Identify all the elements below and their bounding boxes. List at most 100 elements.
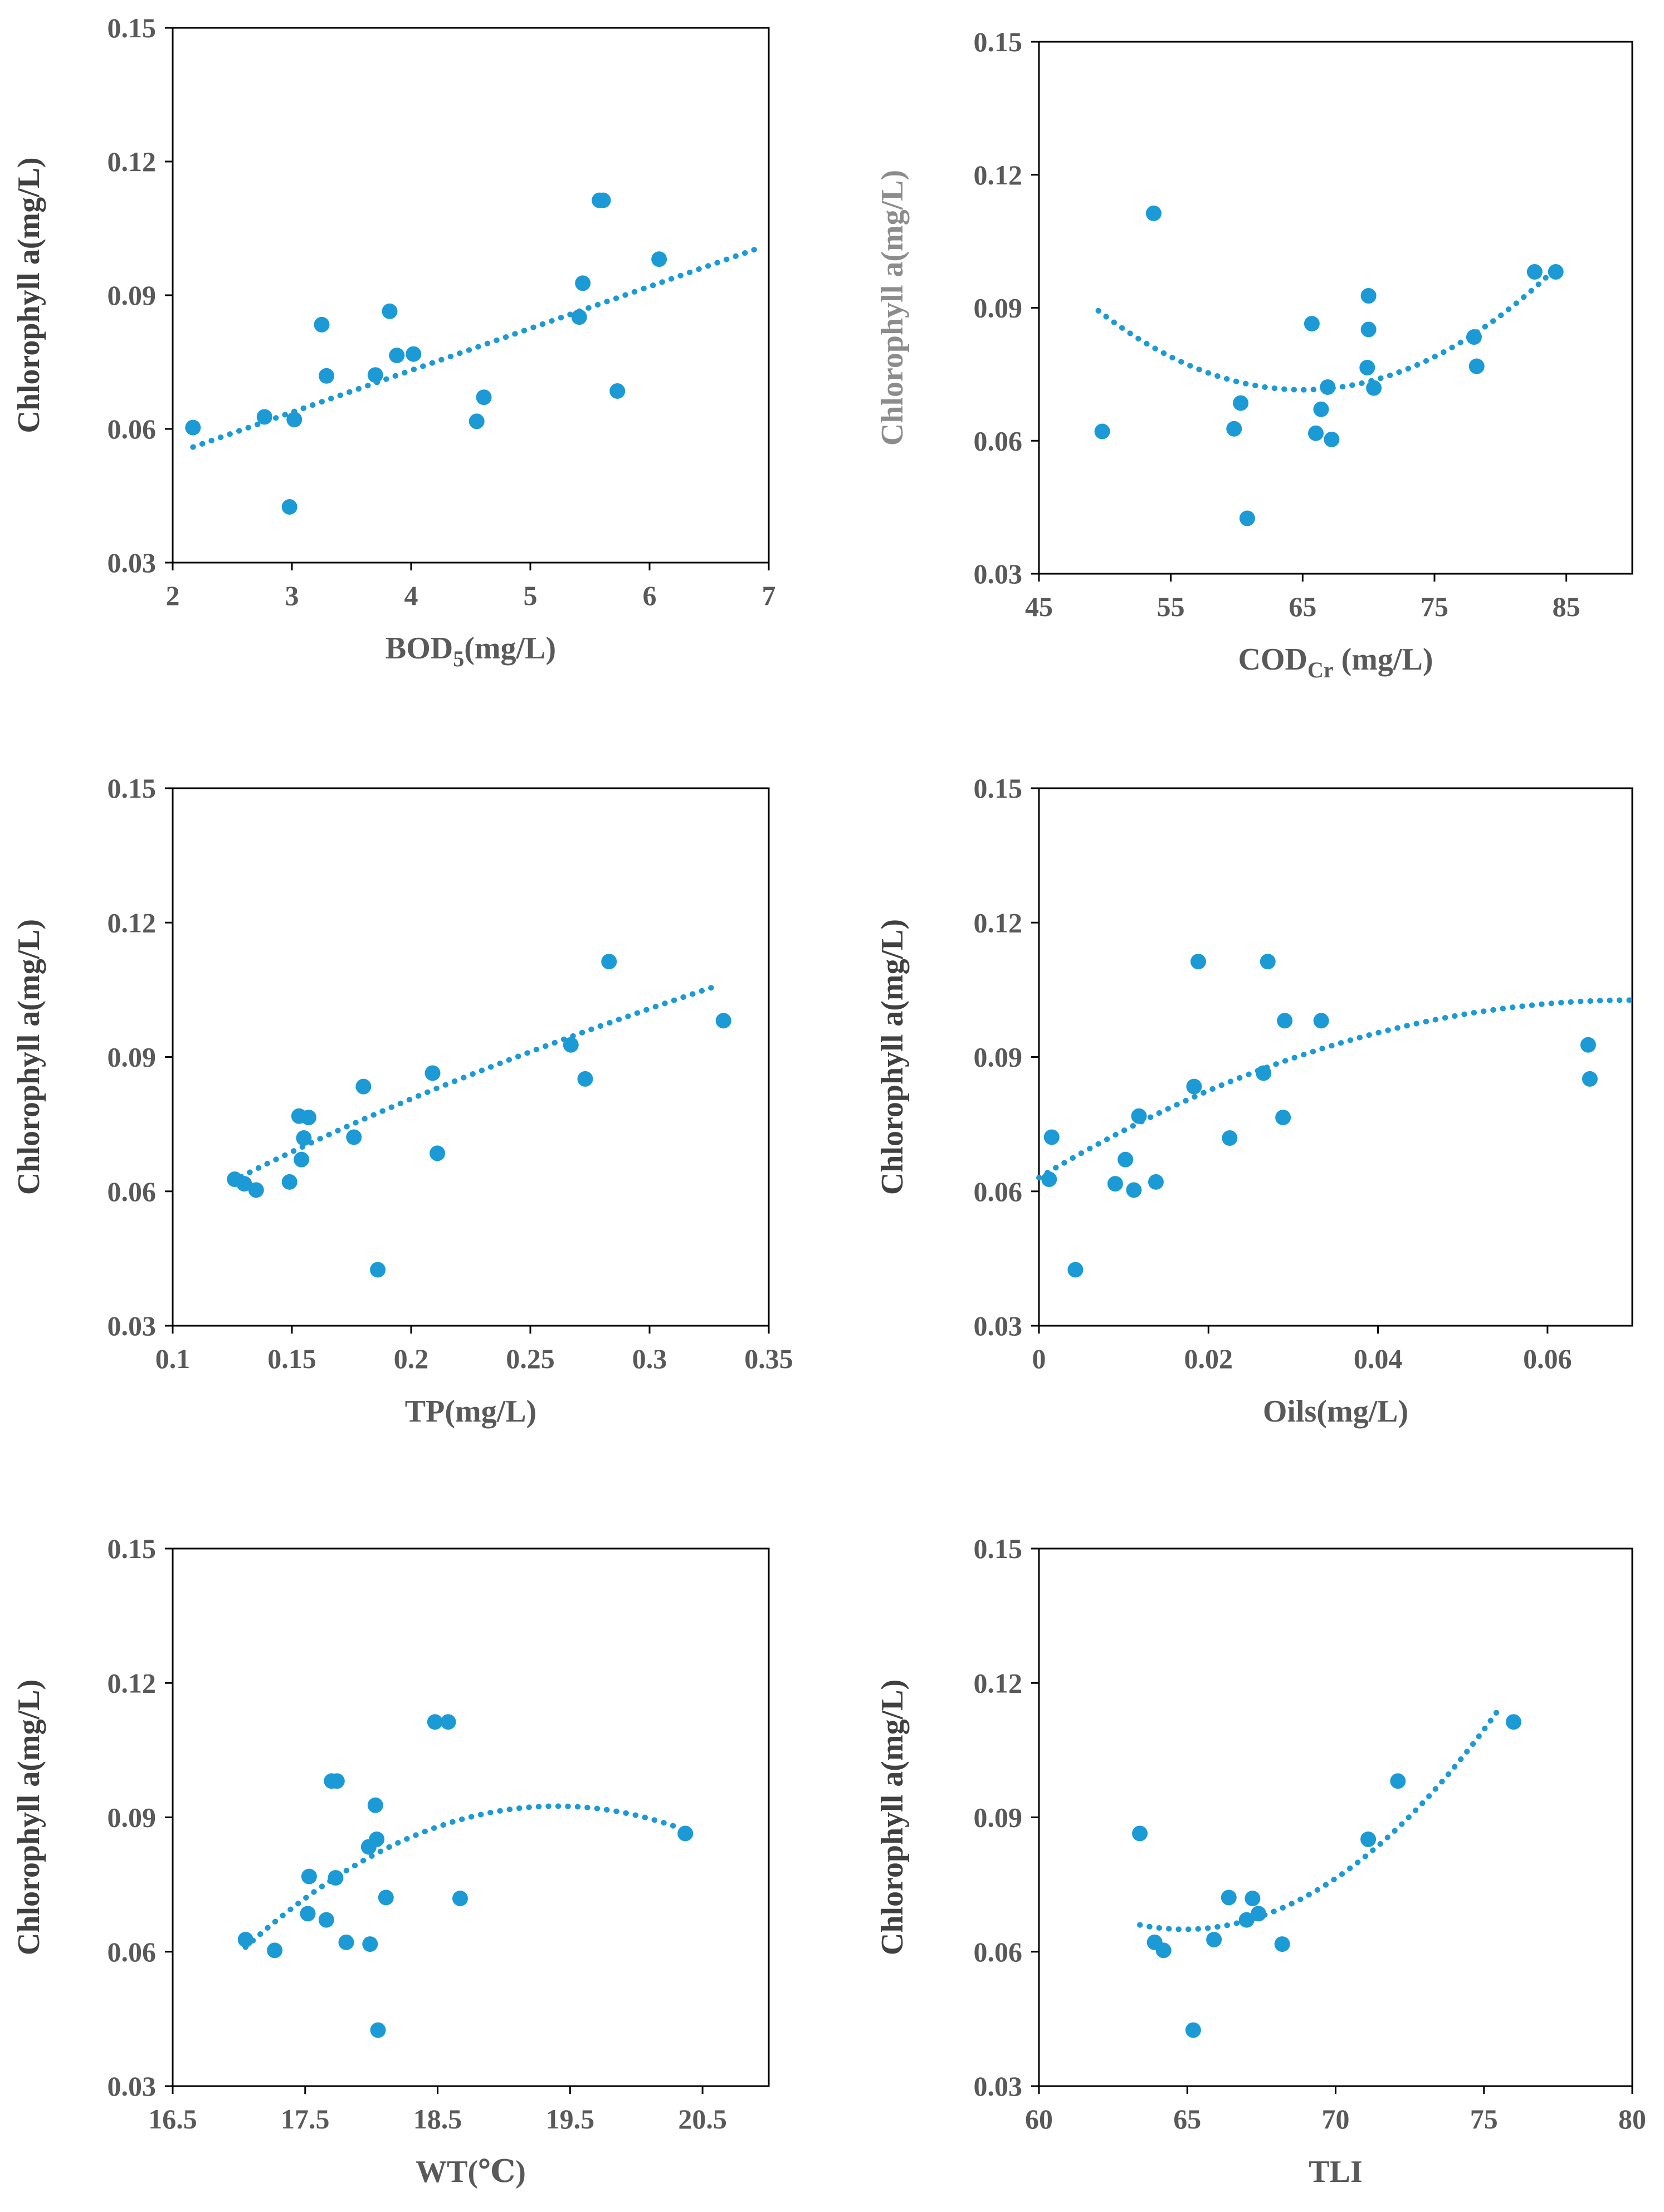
data-point (1118, 1151, 1134, 1168)
data-point (1094, 423, 1110, 440)
data-point (1155, 1942, 1172, 1959)
data-point (370, 1262, 386, 1278)
data-point (362, 1936, 378, 1952)
x-tick-label: 7 (762, 580, 776, 611)
x-tick-label: 0.15 (267, 1343, 316, 1374)
data-point (1360, 321, 1377, 338)
x-tick-label: 0.06 (1523, 1343, 1572, 1374)
data-point (1256, 1065, 1272, 1081)
y-tick-label: 0.15 (974, 773, 1023, 804)
data-point (1468, 358, 1485, 374)
plot-area-frame (1038, 787, 1633, 1327)
data-point (281, 499, 297, 515)
data-point (319, 368, 335, 384)
data-point (329, 1773, 345, 1789)
data-point (1239, 510, 1255, 526)
data-point (1043, 1129, 1060, 1145)
data-point (440, 1714, 456, 1730)
data-point (328, 1870, 344, 1886)
x-axis-title-unit: (mg/L) (464, 631, 556, 666)
x-tick-label: 17.5 (281, 2103, 330, 2135)
y-tick-label: 0.15 (108, 773, 157, 804)
data-point (1548, 264, 1564, 280)
y-tick-label: 0.09 (974, 292, 1023, 324)
data-point (469, 413, 485, 429)
data-point (1526, 264, 1543, 280)
data-point (281, 1174, 297, 1190)
data-point (314, 316, 330, 333)
x-axis-title: CODCr (mg/L) (1238, 642, 1433, 682)
data-point (346, 1129, 362, 1145)
y-tick-label: 0.09 (974, 1802, 1023, 1833)
y-tick-label: 0.06 (108, 1176, 157, 1207)
x-tick-label: 4 (404, 580, 418, 611)
x-axis-title-subscript: 5 (453, 646, 464, 671)
data-point (1366, 380, 1382, 396)
data-point (1131, 1108, 1147, 1124)
data-point (1238, 1912, 1255, 1928)
data-point (367, 1797, 383, 1813)
data-point (1260, 954, 1276, 970)
data-point (1360, 1831, 1377, 1847)
y-tick-label: 0.03 (108, 2071, 157, 2102)
data-point (369, 1831, 385, 1847)
trendline (1036, 997, 1635, 1181)
data-point (185, 419, 201, 436)
y-tick-label: 0.06 (108, 1936, 157, 1967)
x-tick-label: 0.1 (155, 1343, 191, 1374)
y-tick-label: 0.03 (974, 558, 1023, 589)
data-point (1324, 431, 1340, 447)
data-point (378, 1889, 394, 1906)
data-point (237, 1932, 253, 1948)
data-point (248, 1182, 264, 1198)
data-point (1320, 379, 1336, 395)
x-tick-label: 0.02 (1184, 1343, 1233, 1374)
data-point (1190, 954, 1207, 970)
y-tick-label: 0.12 (108, 907, 157, 938)
x-tick-label: 20.5 (678, 2103, 727, 2135)
data-point (1186, 1078, 1202, 1095)
data-point (286, 412, 302, 428)
data-point (1466, 329, 1482, 345)
data-point (601, 954, 617, 970)
data-point (1506, 1714, 1521, 1730)
x-tick-label: 65 (1289, 591, 1316, 622)
x-tick-label: 70 (1322, 2103, 1350, 2135)
data-point (651, 251, 667, 267)
x-axis-title-unit: (mg/L) (1334, 642, 1433, 677)
plot-area-frame (172, 787, 770, 1327)
x-axis-title-main: COD (1238, 642, 1307, 677)
x-tick-label: 3 (285, 580, 299, 611)
x-tick-label: 65 (1173, 2103, 1201, 2135)
y-tick-label: 0.15 (108, 12, 157, 43)
data-point (1304, 316, 1320, 332)
x-tick-label: 75 (1470, 2103, 1498, 2135)
data-point (595, 192, 611, 208)
data-point (294, 1151, 310, 1168)
plot-area-frame (1038, 1547, 1633, 2087)
y-tick-label: 0.03 (108, 1310, 157, 1341)
data-point (236, 1176, 252, 1192)
chart-oils: 0.03 0.06 0.09 0.12 0.15 0 0.02 0.04 0.06 Oils(mg… (875, 773, 1635, 1429)
y-axis-title: Chlorophyll a(mg/L) (12, 1679, 46, 1955)
y-tick-label: 0.12 (974, 1667, 1023, 1698)
data-point (577, 1071, 593, 1087)
data-point (1274, 1936, 1290, 1952)
x-axis-title-main: WT(℃) (416, 2155, 526, 2189)
plot-area-frame (172, 27, 770, 564)
y-tick-label: 0.12 (974, 907, 1023, 938)
x-axis-title: Oils(mg/L) (1263, 1394, 1408, 1429)
x-tick-label: 0.3 (632, 1343, 667, 1374)
x-tick-label: 0 (1032, 1343, 1046, 1374)
y-tick-label: 0.09 (108, 280, 157, 311)
data-point (300, 1110, 316, 1126)
data-point (563, 1037, 579, 1053)
data-point (1222, 1130, 1238, 1146)
x-tick-label: 75 (1421, 591, 1448, 622)
data-point (476, 389, 492, 406)
data-point (382, 303, 398, 319)
y-axis-title: Chlorophyll a(mg/L) (875, 170, 910, 446)
y-tick-label: 0.09 (108, 1042, 157, 1073)
trendline (1137, 1702, 1505, 1932)
